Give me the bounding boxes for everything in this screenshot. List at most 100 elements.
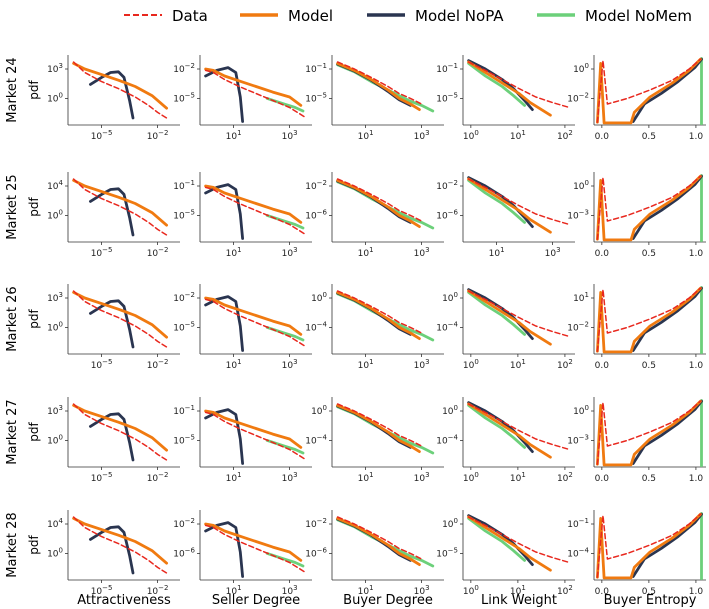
row-label: Market 28 [5,512,20,577]
x-tick-label: 0.5 [642,587,656,597]
series-line [467,404,526,449]
series-line [204,67,303,107]
y-tick-label: 100 [442,404,458,417]
series-line [336,178,423,222]
panel: 101 103 100 10−4 [305,284,444,371]
x-tick-label: 10−2 [147,129,169,142]
series-line [596,286,702,354]
y-tick-label: 10−2 [305,179,327,192]
x-tick-label: 0.0 [595,474,610,484]
x-axis-labels: Attractiveness Seller Degree Buyer Degree L… [77,593,696,608]
panel: 101 103 10−2 10−6 [305,510,444,597]
x-tick-label: 101 [226,584,242,597]
x-tick-label: 103 [414,584,430,597]
series-line [467,60,552,117]
series-line [89,187,135,237]
y-tick-label: 10−1 [436,62,458,75]
series-line [467,290,571,338]
x-tick-label: 1.0 [689,361,704,371]
series-line [467,178,571,226]
series-line [467,59,534,111]
series-line [596,513,702,578]
series-line [336,516,423,560]
y-tick-label: 10−6 [173,546,195,559]
x-tick-label: 101 [226,358,242,371]
x-tick-label: 103 [414,246,430,259]
series-line [204,186,308,236]
series-line [72,178,168,236]
panel: 100 101 102 100 10−4 [436,284,575,371]
y-tick-label: 103 [47,404,63,417]
x-tick-label: 1.0 [689,474,704,484]
x-tick-label: 103 [282,358,298,371]
y-tick-label: 10−3 [567,208,589,221]
x-tick-label: 0.0 [595,361,610,371]
y-tick-label: 10−4 [567,546,589,559]
x-axis-label: Attractiveness [77,593,171,608]
x-tick-label: 101 [226,129,242,142]
x-tick-label: 0.0 [595,249,610,259]
legend-label: Model NoMem [585,7,692,25]
y-tick-label: 100 [442,517,458,530]
x-tick-label: 101 [358,246,374,259]
series-line [596,175,702,240]
x-tick-label: 101 [510,358,526,371]
series-line [631,399,703,465]
x-tick-label: 0.0 [595,587,610,597]
x-tick-label: 0.0 [595,132,610,142]
x-tick-label: 10−5 [91,471,113,484]
y-tick-label: 100 [573,62,589,75]
x-tick-label: 103 [414,471,430,484]
series-line [596,400,702,465]
y-tick-label: 10−4 [436,433,458,446]
series-line [72,179,168,227]
series-line [204,296,303,336]
y-tick-label: 100 [47,433,63,446]
y-tick-label: 100 [573,404,589,417]
series-line [467,517,526,562]
series-line [631,174,703,240]
series-line [596,57,702,125]
panel: 0.0 0.5 1.0 100 10−3 [567,397,706,484]
y-tick-label: 10−1 [173,179,195,192]
series-line [336,61,423,105]
series-line [72,61,168,119]
y-tick-label: 104 [47,517,63,530]
legend: Data Model Model NoPA Model NoMem [124,7,692,25]
series-line [336,517,421,566]
panel: 0.0 0.5 1.0 10−1 10−4 [567,510,706,597]
panel: 101 103 10−1 10−5 [305,55,444,142]
series-line [336,291,421,340]
y-tick-label: 101 [573,291,589,304]
series-line [631,512,703,578]
x-tick-label: 10−5 [91,129,113,142]
series-line [467,403,571,451]
x-tick-label: 10−5 [91,246,113,259]
y-tick-label: 10−5 [305,91,327,104]
y-tick-label: 104 [47,179,63,192]
series-line [204,411,308,461]
x-tick-label: 0.5 [642,474,656,484]
x-tick-label: 101 [358,584,374,597]
x-tick-label: 103 [282,246,298,259]
series-line [467,177,552,234]
x-tick-label: 100 [463,129,479,142]
x-tick-label: 102 [557,584,573,597]
x-tick-label: 103 [282,471,298,484]
x-tick-label: 101 [226,246,242,259]
panel: 101 103 10−2 10−5 [173,55,312,142]
y-tick-label: 10−5 [173,208,195,221]
x-tick-label: 0.5 [642,361,656,371]
panel: 101 103 10−2 10−6 [173,510,312,597]
y-axis-label: pdf [27,422,41,442]
y-tick-label: 10−1 [305,62,327,75]
panel: 101 103 10−1 10−5 [173,397,312,484]
x-tick-label: 101 [358,129,374,142]
x-axis-label: Link Weight [481,593,557,608]
series-line [467,289,552,346]
series-line [89,412,135,462]
x-tick-label: 102 [557,129,573,142]
x-axis-label: Buyer Entropy [604,593,697,608]
x-tick-label: 103 [282,129,298,142]
